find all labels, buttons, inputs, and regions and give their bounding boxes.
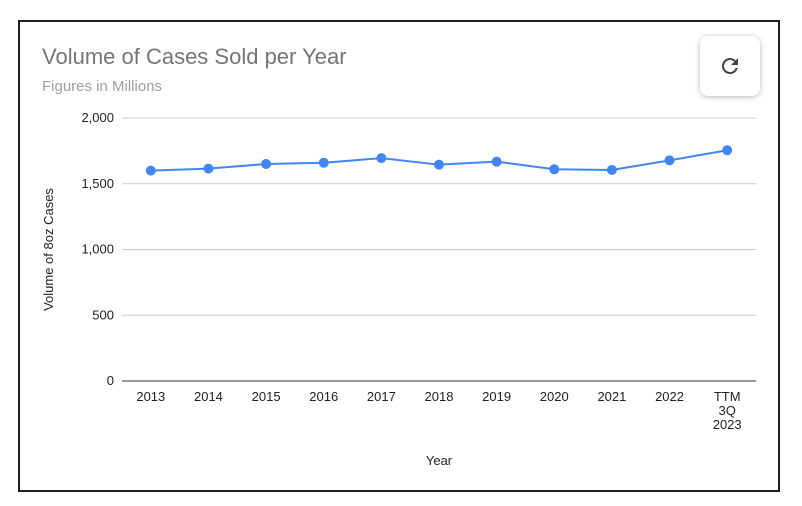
data-point[interactable]	[203, 163, 214, 174]
data-point[interactable]	[145, 165, 156, 176]
x-tick-label: TTM 3Q 2023	[713, 389, 742, 432]
x-tick-label: 2013	[136, 389, 165, 404]
y-tick-label: 500	[92, 307, 114, 322]
data-point[interactable]	[376, 153, 387, 164]
chart-subtitle: Figures in Millions	[42, 78, 163, 95]
y-tick-label: 0	[107, 373, 114, 388]
data-point[interactable]	[664, 155, 675, 166]
x-tick-label: 2018	[425, 389, 454, 404]
data-point[interactable]	[491, 156, 502, 167]
data-point[interactable]	[549, 164, 560, 175]
chart-card: Volume of Cases Sold per Year Figures in…	[18, 20, 780, 492]
data-point[interactable]	[434, 159, 444, 170]
chart-title: Volume of Cases Sold per Year	[42, 44, 347, 69]
x-tick-label: 2014	[194, 389, 223, 404]
x-tick-label: 2022	[655, 389, 684, 404]
x-tick-label: 2017	[367, 389, 396, 404]
data-point[interactable]	[722, 145, 733, 156]
data-point[interactable]	[606, 164, 617, 175]
data-point[interactable]	[318, 157, 329, 168]
x-tick-label: 2015	[252, 389, 281, 404]
y-axis-title: Volume of 8oz Cases	[41, 188, 56, 311]
data-point[interactable]	[261, 159, 272, 170]
grid-layer	[122, 117, 756, 316]
refresh-button[interactable]	[700, 36, 760, 96]
y-tick-label: 1,500	[81, 176, 114, 191]
y-tick-label: 1,000	[81, 242, 114, 257]
x-tick-label: 2020	[540, 389, 569, 404]
x-tick-label: 2016	[309, 389, 338, 404]
y-tick-label: 2,000	[81, 110, 114, 125]
y-tick-labels: 0 500 1,000 1,500 2,000	[81, 110, 114, 388]
x-tick-labels: 2013 2014 2015 2016 2017 2018 2019 2020 2021 2022…	[136, 389, 741, 432]
series-layer	[145, 145, 733, 176]
x-axis-title: Year	[426, 453, 453, 468]
x-tick-label: 2021	[597, 389, 626, 404]
x-tick-label: 2019	[482, 389, 511, 404]
